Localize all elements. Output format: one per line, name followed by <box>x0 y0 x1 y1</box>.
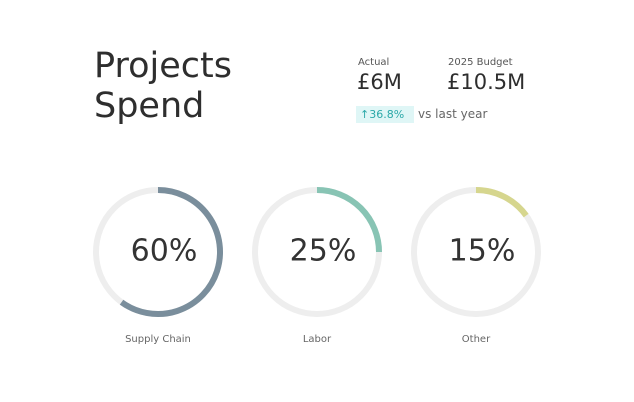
ring-label: Labor <box>303 334 332 345</box>
change-badge: ↑36.8% <box>356 106 415 123</box>
ring-arc <box>119 187 223 317</box>
ring-value: 15% <box>449 234 516 269</box>
change-note: vs last year <box>418 107 488 121</box>
budget-label: 2025 Budget <box>448 57 513 68</box>
ring-label: Supply Chain <box>125 334 191 345</box>
ring-arc <box>475 187 529 218</box>
ring-arc <box>316 187 382 253</box>
actual-label: Actual <box>358 57 390 68</box>
budget-value: £10.5M <box>447 70 526 94</box>
actual-value: £6M <box>357 70 402 94</box>
ring-value: 25% <box>290 234 357 269</box>
ring-label: Other <box>462 334 491 345</box>
title: Projects Spend <box>94 46 232 126</box>
ring-value: 60% <box>131 234 198 269</box>
